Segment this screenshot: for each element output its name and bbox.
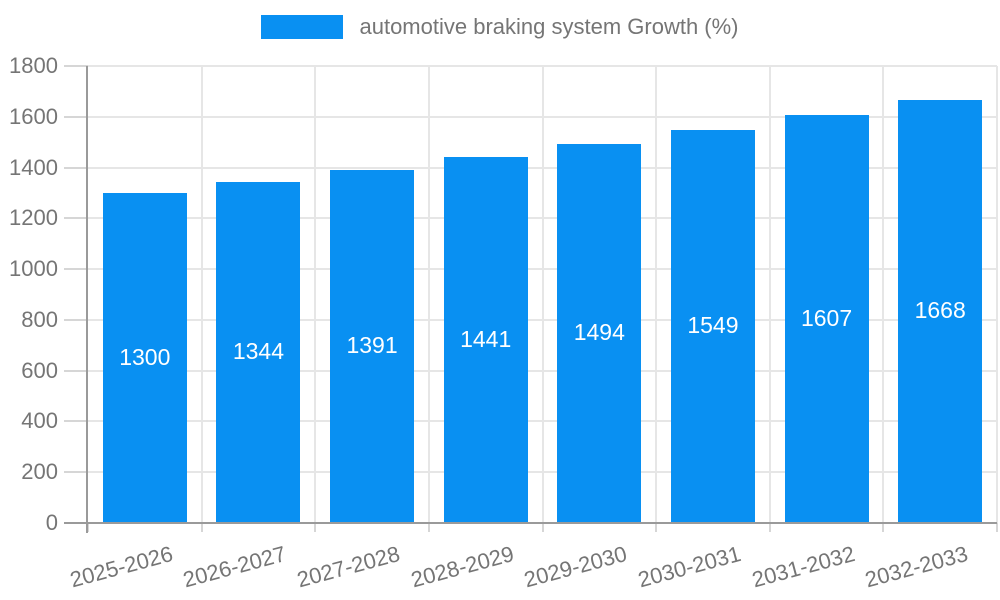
legend-swatch: [261, 15, 344, 39]
x-tick: [87, 523, 89, 532]
y-tick: [64, 217, 88, 220]
bar: [670, 129, 755, 523]
legend-label: automotive braking system Growth (%): [359, 14, 739, 39]
x-tick: [655, 523, 658, 532]
y-tick-label: 1600: [9, 103, 58, 129]
x-gridline: [200, 66, 203, 523]
x-gridline: [655, 66, 658, 523]
y-tick-label: 200: [21, 459, 58, 485]
x-gridline: [882, 66, 885, 523]
x-tick: [541, 523, 544, 532]
x-tick: [768, 523, 771, 532]
y-tick: [64, 268, 88, 271]
bar-value-label: 1668: [914, 297, 966, 324]
bar: [102, 192, 187, 523]
x-tick: [996, 523, 998, 532]
bar: [216, 181, 301, 523]
x-gridline: [996, 66, 998, 523]
bar: [898, 99, 983, 523]
x-axis-line: [64, 522, 997, 524]
bar: [784, 115, 869, 523]
bar-value-label: 1494: [573, 319, 625, 346]
y-tick: [64, 318, 88, 321]
y-tick-label: 400: [21, 408, 58, 434]
x-tick: [427, 523, 430, 532]
y-tick-label: 0: [45, 510, 58, 535]
x-gridline: [768, 66, 771, 523]
x-tick: [314, 523, 317, 532]
bar-value-label: 1300: [119, 343, 171, 370]
x-tick: [882, 523, 885, 532]
bar-value-label: 1441: [460, 326, 512, 353]
y-tick: [64, 420, 88, 423]
y-tick-label: 1200: [9, 205, 58, 231]
bar-value-label: 1607: [800, 305, 853, 331]
y-tick: [64, 369, 88, 372]
y-tick-label: 1000: [9, 256, 58, 282]
bar: [557, 143, 642, 523]
bar: [443, 157, 528, 523]
x-gridline: [314, 66, 317, 523]
y-tick: [64, 115, 88, 118]
bar-value-label: 1344: [232, 338, 285, 365]
y-tick-label: 1400: [9, 154, 58, 180]
bar-value-label: 1549: [687, 312, 739, 339]
y-tick-label: 600: [21, 357, 58, 383]
y-tick-label: 1800: [9, 53, 58, 78]
y-tick: [64, 166, 88, 169]
y-tick: [64, 65, 88, 67]
y-tick: [64, 471, 88, 474]
x-gridline: [541, 66, 544, 523]
x-tick: [200, 523, 203, 532]
bar: [330, 169, 415, 523]
bar-value-label: 1391: [346, 332, 398, 359]
legend: automotive braking system Growth (%): [0, 14, 1000, 40]
y-axis-line: [86, 66, 88, 533]
y-tick-label: 800: [21, 306, 58, 332]
x-gridline: [427, 66, 430, 523]
